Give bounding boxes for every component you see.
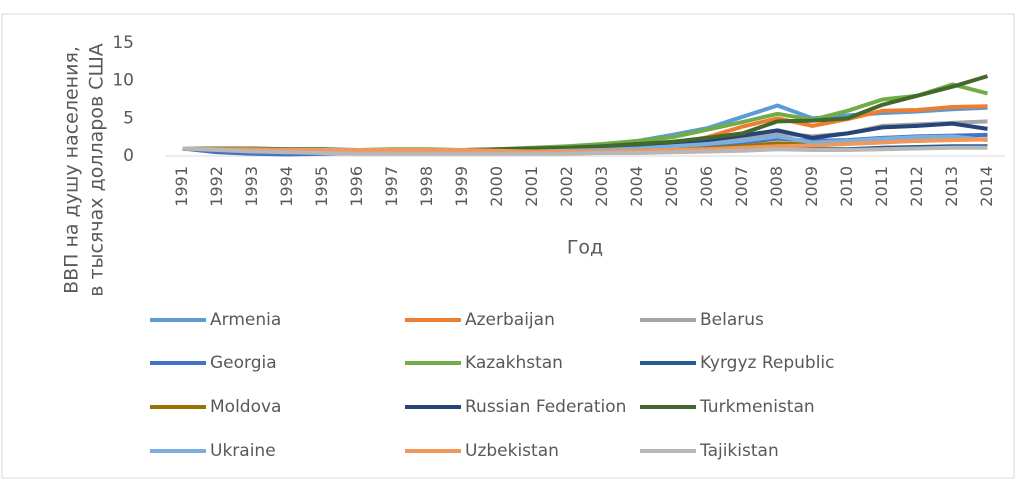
x-tick-label: 2001 — [522, 166, 541, 207]
legend-label: Armenia — [210, 310, 281, 330]
y-tick-label: 5 — [123, 108, 134, 128]
x-tick-label: 1994 — [277, 166, 296, 207]
y-axis-label: в тысячах долларов США — [86, 43, 108, 297]
x-tick-label: 1999 — [452, 166, 471, 207]
x-tick-label: 2014 — [977, 166, 996, 207]
x-tick-label: 1993 — [242, 166, 261, 207]
y-tick-label: 15 — [112, 33, 134, 53]
legend-label: Kyrgyz Republic — [700, 353, 835, 373]
legend-label: Georgia — [210, 353, 277, 373]
x-tick-label: 2006 — [697, 166, 716, 207]
legend-label: Turkmenistan — [699, 397, 815, 417]
x-tick-label: 2013 — [942, 166, 961, 207]
x-tick-label: 2002 — [557, 166, 576, 207]
x-tick-label: 2008 — [767, 166, 786, 207]
y-tick-label: 10 — [112, 71, 134, 91]
x-tick-label: 2011 — [872, 166, 891, 207]
series-line — [182, 145, 988, 156]
x-tick-label: 2007 — [732, 166, 751, 207]
legend-label: Azerbaijan — [465, 310, 555, 330]
x-tick-label: 1997 — [382, 166, 401, 207]
legend-label: Kazakhstan — [465, 353, 563, 373]
legend-label: Tajikistan — [699, 441, 779, 461]
x-tick-label: 1998 — [417, 166, 436, 207]
x-tick-label: 2009 — [802, 166, 821, 207]
x-axis-label: Год — [567, 237, 603, 259]
chart-frame — [1, 13, 1015, 479]
x-tick-label: 2003 — [592, 166, 611, 207]
x-tick-label: 2010 — [837, 166, 856, 207]
legend-label: Ukraine — [210, 441, 276, 461]
x-tick-label: 1996 — [347, 166, 366, 207]
x-tick-label: 1995 — [312, 166, 331, 207]
x-tick-label: 2004 — [627, 166, 646, 207]
x-tick-label: 2012 — [907, 166, 926, 207]
x-tick-label: 2005 — [662, 166, 681, 207]
x-tick-label: 1992 — [207, 166, 226, 207]
x-tick-label: 2000 — [487, 166, 506, 207]
legend-label: Moldova — [210, 397, 281, 417]
legend-label: Uzbekistan — [465, 441, 559, 461]
legend-label: Russian Federation — [465, 397, 626, 417]
y-axis-label: ВВП на душу населения, — [61, 46, 83, 294]
y-tick-label: 0 — [123, 146, 134, 166]
x-tick-label: 1991 — [172, 166, 191, 207]
legend-label: Belarus — [700, 310, 764, 330]
